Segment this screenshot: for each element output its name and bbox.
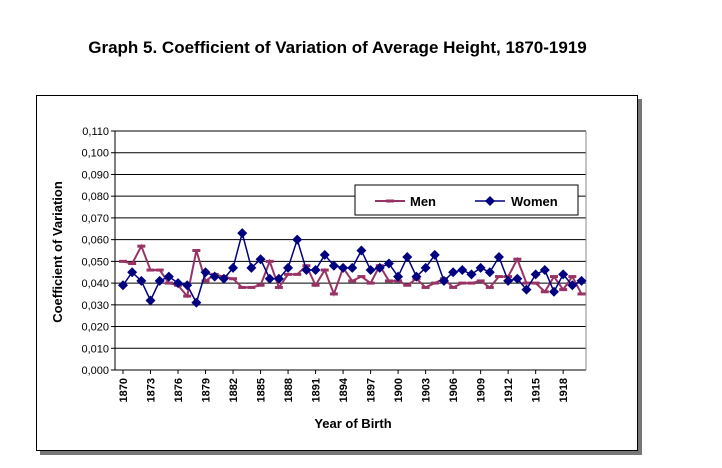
x-tick-label: 1870 (118, 378, 130, 402)
women-marker (292, 234, 303, 245)
women-marker (448, 267, 459, 278)
women-marker (457, 265, 468, 276)
women-marker (420, 262, 431, 273)
women-marker (191, 297, 202, 308)
x-tick-label: 1876 (173, 378, 185, 402)
women-marker (145, 295, 156, 306)
x-tick-label: 1882 (228, 378, 240, 402)
women-marker (548, 286, 559, 297)
women-marker (383, 258, 394, 269)
y-tick-label: 0,000 (81, 365, 109, 377)
x-tick-label: 1912 (503, 378, 515, 402)
women-marker (393, 271, 404, 282)
x-tick-label: 1903 (421, 378, 433, 402)
y-tick-label: 0,080 (81, 191, 109, 203)
women-marker (319, 249, 330, 260)
chart-title: Graph 5. Coefficient of Variation of Ave… (88, 38, 587, 57)
women-marker (127, 267, 138, 278)
plot-area (115, 131, 586, 370)
women-marker (310, 265, 321, 276)
women-marker (356, 245, 367, 256)
women-marker (347, 262, 358, 273)
women-marker (558, 269, 569, 280)
women-marker (521, 284, 532, 295)
x-tick-label: 1894 (338, 377, 350, 402)
x-tick-label: 1885 (256, 378, 268, 402)
x-tick-label: 1888 (283, 378, 295, 402)
x-tick-label: 1900 (393, 378, 405, 402)
women-marker (246, 262, 257, 273)
y-axis-label: Coefficient of Variation (50, 181, 65, 323)
women-marker (576, 275, 587, 286)
women-marker (301, 265, 312, 276)
women-marker (493, 252, 504, 263)
women-marker (264, 273, 275, 284)
x-tick-label: 1873 (146, 378, 158, 402)
women-marker (218, 273, 229, 284)
women-marker (182, 280, 193, 291)
women-marker (136, 275, 147, 286)
y-tick-label: 0,100 (81, 148, 109, 160)
women-marker (118, 280, 128, 291)
x-axis-label: Year of Birth (314, 416, 391, 431)
x-tick-label: 1918 (558, 378, 570, 402)
women-marker (484, 267, 495, 278)
women-marker (154, 275, 165, 286)
y-tick-label: 0,030 (81, 300, 109, 312)
women-marker (338, 262, 349, 273)
x-tick-label: 1906 (448, 378, 460, 402)
women-marker (255, 254, 266, 265)
legend-women-label: Women (511, 194, 558, 209)
women-marker (539, 265, 550, 276)
legend (354, 184, 579, 216)
women-marker (200, 267, 211, 278)
women-marker (411, 271, 422, 282)
women-marker (273, 273, 284, 284)
women-marker (228, 262, 239, 273)
women-marker (429, 249, 440, 260)
legend-women-marker (485, 196, 495, 206)
x-tick-label: 1915 (531, 378, 543, 402)
y-tick-label: 0,020 (81, 322, 109, 334)
y-tick-label: 0,060 (81, 235, 109, 247)
y-tick-label: 0,070 (81, 213, 109, 225)
y-tick-label: 0,050 (81, 256, 109, 268)
women-marker (163, 271, 174, 282)
x-tick-label: 1879 (201, 378, 213, 402)
y-tick-label: 0,010 (81, 343, 109, 355)
women-marker (328, 260, 339, 271)
women-marker (283, 262, 294, 273)
women-marker (466, 269, 477, 280)
x-tick-label: 1897 (366, 378, 378, 402)
women-marker (438, 275, 449, 286)
women-marker (530, 269, 541, 280)
women-marker (365, 265, 376, 276)
legend-men-label: Men (410, 194, 436, 209)
women-marker (475, 262, 486, 273)
women-marker (173, 278, 184, 289)
women-marker (512, 273, 523, 284)
x-tick-label: 1891 (311, 378, 323, 402)
women-marker (237, 228, 248, 239)
women-marker (567, 280, 578, 291)
women-marker (503, 275, 514, 286)
y-tick-label: 0,090 (81, 169, 109, 181)
women-marker (402, 252, 413, 263)
y-tick-label: 0,110 (82, 126, 109, 138)
x-tick-label: 1909 (476, 378, 488, 402)
women-marker (374, 262, 385, 273)
women-marker (209, 271, 220, 282)
y-tick-label: 0,040 (81, 278, 109, 290)
